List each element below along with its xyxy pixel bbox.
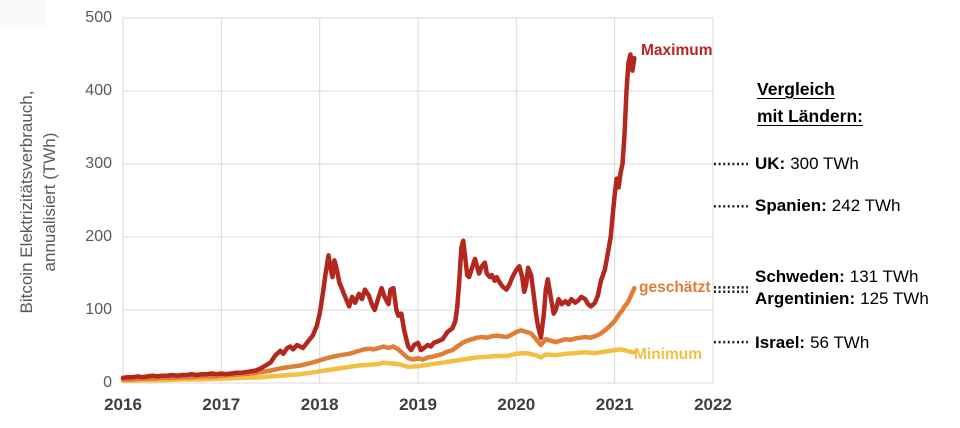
comparison-country-name: Spanien:	[755, 196, 827, 215]
x-tick-label-2021: 2021	[595, 395, 634, 414]
y-tick-label-400: 400	[85, 82, 112, 99]
comparison-panel-title-line2: mit Ländern:	[757, 106, 863, 126]
x-tick-label-2022: 2022	[694, 395, 732, 414]
x-tick-label-2020: 2020	[497, 395, 536, 414]
comparison-country-name: UK:	[755, 154, 786, 173]
comparison-panel-title-line1: Vergleich	[757, 79, 835, 99]
series-label-geschaetzt: geschätzt	[639, 279, 711, 296]
comparison-country-name: Israel:	[755, 333, 806, 352]
comparison-row-israel: Israel: 56 TWh	[755, 333, 869, 353]
y-tick-label-300: 300	[85, 155, 112, 172]
comparison-row-uk: UK: 300 TWh	[755, 154, 859, 174]
comparison-country-value: 300 TWh	[790, 154, 859, 173]
series-line-geschätzt	[120, 285, 637, 382]
comparison-row-spanien: Spanien: 242 TWh	[755, 196, 900, 216]
plot-border	[122, 17, 714, 384]
y-axis-title-line2: annualisiert (TWh)	[40, 132, 59, 272]
comparison-country-value: 125 TWh	[860, 289, 929, 308]
series-label-minimum: Minimum	[634, 346, 703, 363]
comparison-row-schweden: Schweden: 131 TWh	[755, 267, 918, 287]
y-axis-title-line1: Bitcoin Elektrizitätsverbrauch,	[17, 90, 36, 314]
series-line-maximum	[120, 52, 637, 381]
comparison-country-name: Schweden:	[755, 267, 845, 286]
comparison-panel-title: Vergleich mit Ländern:	[757, 76, 863, 130]
y-tick-label-500: 500	[85, 9, 112, 26]
comparison-country-value: 242 TWh	[831, 196, 901, 215]
y-axis-title: Bitcoin Elektrizitätsverbrauch, annualis…	[15, 91, 61, 314]
series-line-minimum	[120, 347, 637, 384]
comparison-row-argentinien: Argentinien: 125 TWh	[755, 289, 929, 309]
comparison-country-value: 56 TWh	[810, 333, 870, 352]
comparison-country-value: 131 TWh	[849, 267, 919, 286]
series-label-maximum: Maximum	[641, 42, 713, 59]
x-tick-label-2018: 2018	[300, 395, 339, 414]
comparison-country-name: Argentinien:	[755, 289, 856, 308]
x-tick-label-2016: 2016	[104, 395, 142, 414]
x-tick-label-2019: 2019	[399, 395, 437, 414]
y-tick-label-0: 0	[103, 374, 112, 391]
screen-corner-artifact	[0, 0, 46, 28]
y-tick-label-100: 100	[85, 301, 112, 318]
x-tick-label-2017: 2017	[202, 395, 241, 414]
y-tick-label-200: 200	[85, 228, 112, 245]
